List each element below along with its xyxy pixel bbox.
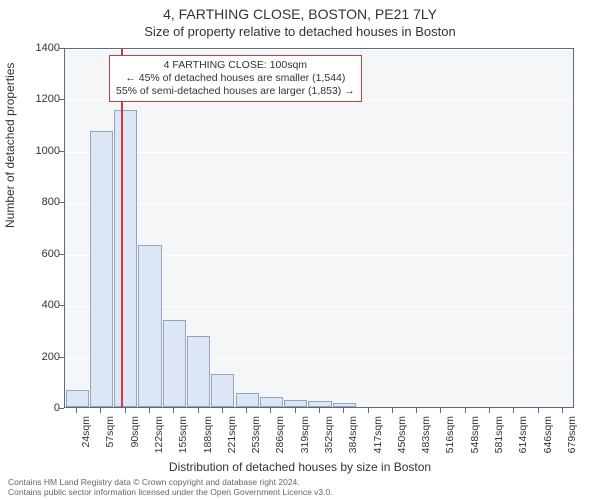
annotation-line: ← 45% of detached houses are smaller (1,… bbox=[116, 72, 355, 85]
x-tick-label: 548sqm bbox=[469, 416, 481, 460]
x-tick-label: 319sqm bbox=[299, 416, 311, 460]
annotation-line: 55% of semi-detached houses are larger (… bbox=[116, 85, 355, 98]
x-tick-mark bbox=[489, 408, 490, 413]
x-tick-label: 679sqm bbox=[566, 416, 578, 460]
x-tick-mark bbox=[125, 408, 126, 413]
y-tick-mark bbox=[59, 48, 64, 49]
x-tick-label: 286sqm bbox=[274, 416, 286, 460]
y-tick-label: 200 bbox=[20, 351, 60, 363]
y-axis-label: Number of detached properties bbox=[3, 63, 17, 228]
x-tick-label: 417sqm bbox=[372, 416, 384, 460]
footer-text: Contains HM Land Registry data © Crown c… bbox=[8, 478, 333, 498]
grid-line bbox=[65, 203, 573, 204]
marker-line bbox=[121, 49, 123, 407]
x-tick-label: 614sqm bbox=[517, 416, 529, 460]
histogram-bar bbox=[260, 397, 283, 407]
x-tick-mark bbox=[149, 408, 150, 413]
x-tick-mark bbox=[368, 408, 369, 413]
histogram-bar bbox=[187, 336, 210, 407]
x-tick-label: 352sqm bbox=[323, 416, 335, 460]
y-tick-label: 800 bbox=[20, 196, 60, 208]
x-tick-mark bbox=[76, 408, 77, 413]
plot-area: 4 FARTHING CLOSE: 100sqm← 45% of detache… bbox=[64, 48, 574, 408]
x-tick-label: 516sqm bbox=[444, 416, 456, 460]
x-tick-mark bbox=[198, 408, 199, 413]
histogram-bar bbox=[236, 393, 259, 407]
y-tick-label: 400 bbox=[20, 299, 60, 311]
x-tick-label: 384sqm bbox=[347, 416, 359, 460]
chart-title: 4, FARTHING CLOSE, BOSTON, PE21 7LY bbox=[0, 0, 600, 22]
y-tick-label: 0 bbox=[20, 402, 60, 414]
y-tick-mark bbox=[59, 408, 64, 409]
x-tick-mark bbox=[295, 408, 296, 413]
footer-line-2: Contains public sector information licen… bbox=[8, 488, 333, 498]
x-tick-mark bbox=[392, 408, 393, 413]
x-tick-label: 122sqm bbox=[153, 416, 165, 460]
x-tick-mark bbox=[100, 408, 101, 413]
x-tick-mark bbox=[513, 408, 514, 413]
x-tick-mark bbox=[246, 408, 247, 413]
x-tick-label: 188sqm bbox=[202, 416, 214, 460]
y-tick-mark bbox=[59, 202, 64, 203]
y-tick-label: 600 bbox=[20, 248, 60, 260]
grid-line bbox=[65, 49, 573, 50]
chart-subtitle: Size of property relative to detached ho… bbox=[0, 22, 600, 39]
x-tick-label: 646sqm bbox=[542, 416, 554, 460]
x-tick-label: 155sqm bbox=[177, 416, 189, 460]
x-tick-mark bbox=[270, 408, 271, 413]
histogram-bar bbox=[90, 131, 113, 407]
grid-line bbox=[65, 152, 573, 153]
annotation-line: 4 FARTHING CLOSE: 100sqm bbox=[116, 59, 355, 72]
y-tick-label: 1000 bbox=[20, 145, 60, 157]
y-tick-label: 1400 bbox=[20, 42, 60, 54]
x-tick-label: 90sqm bbox=[129, 416, 141, 460]
x-tick-label: 253sqm bbox=[250, 416, 262, 460]
x-tick-mark bbox=[416, 408, 417, 413]
y-tick-mark bbox=[59, 99, 64, 100]
y-tick-mark bbox=[59, 151, 64, 152]
x-tick-label: 450sqm bbox=[396, 416, 408, 460]
y-tick-mark bbox=[59, 305, 64, 306]
x-tick-mark bbox=[173, 408, 174, 413]
histogram-bar bbox=[308, 401, 331, 407]
histogram-bar bbox=[114, 110, 137, 407]
y-tick-label: 1200 bbox=[20, 93, 60, 105]
x-tick-mark bbox=[343, 408, 344, 413]
x-tick-mark bbox=[222, 408, 223, 413]
x-tick-mark bbox=[465, 408, 466, 413]
histogram-bar bbox=[163, 320, 186, 407]
x-tick-label: 24sqm bbox=[80, 416, 92, 460]
histogram-bar bbox=[333, 403, 356, 407]
histogram-bar bbox=[66, 390, 89, 407]
x-tick-label: 483sqm bbox=[420, 416, 432, 460]
x-axis-label: Distribution of detached houses by size … bbox=[0, 460, 600, 474]
chart-container: 4, FARTHING CLOSE, BOSTON, PE21 7LY Size… bbox=[0, 0, 600, 500]
annotation-box: 4 FARTHING CLOSE: 100sqm← 45% of detache… bbox=[109, 55, 362, 102]
x-tick-mark bbox=[538, 408, 539, 413]
x-tick-label: 581sqm bbox=[493, 416, 505, 460]
y-tick-mark bbox=[59, 357, 64, 358]
x-tick-mark bbox=[319, 408, 320, 413]
x-tick-mark bbox=[562, 408, 563, 413]
y-tick-mark bbox=[59, 254, 64, 255]
x-tick-mark bbox=[440, 408, 441, 413]
histogram-bar bbox=[284, 400, 307, 407]
histogram-bar bbox=[211, 374, 234, 407]
x-tick-label: 57sqm bbox=[104, 416, 116, 460]
histogram-bar bbox=[138, 245, 161, 407]
x-tick-label: 221sqm bbox=[226, 416, 238, 460]
